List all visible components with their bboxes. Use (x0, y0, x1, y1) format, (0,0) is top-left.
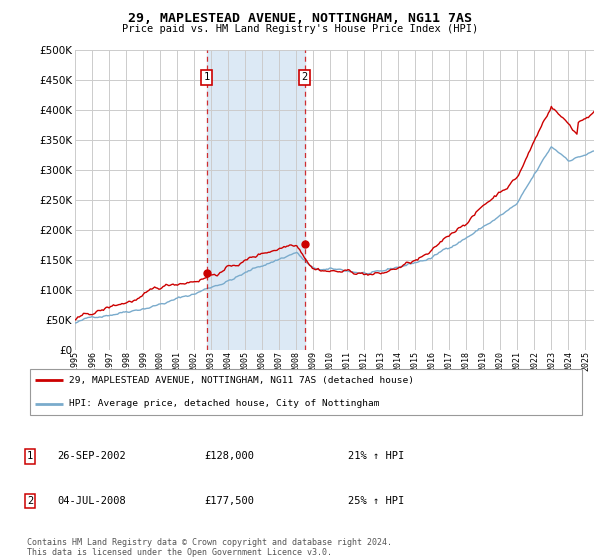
Text: Price paid vs. HM Land Registry's House Price Index (HPI): Price paid vs. HM Land Registry's House … (122, 24, 478, 34)
Text: Contains HM Land Registry data © Crown copyright and database right 2024.
This d: Contains HM Land Registry data © Crown c… (27, 538, 392, 557)
Text: 29, MAPLESTEAD AVENUE, NOTTINGHAM, NG11 7AS: 29, MAPLESTEAD AVENUE, NOTTINGHAM, NG11 … (128, 12, 472, 25)
Text: 26-SEP-2002: 26-SEP-2002 (57, 451, 126, 461)
Text: 29, MAPLESTEAD AVENUE, NOTTINGHAM, NG11 7AS (detached house): 29, MAPLESTEAD AVENUE, NOTTINGHAM, NG11 … (69, 376, 414, 385)
Text: £177,500: £177,500 (204, 496, 254, 506)
FancyBboxPatch shape (30, 370, 582, 414)
Text: 2: 2 (302, 72, 308, 82)
Text: 21% ↑ HPI: 21% ↑ HPI (348, 451, 404, 461)
Text: 1: 1 (203, 72, 209, 82)
Text: 1: 1 (27, 451, 33, 461)
Text: 2: 2 (27, 496, 33, 506)
Text: HPI: Average price, detached house, City of Nottingham: HPI: Average price, detached house, City… (69, 399, 379, 408)
Text: 25% ↑ HPI: 25% ↑ HPI (348, 496, 404, 506)
Text: 04-JUL-2008: 04-JUL-2008 (57, 496, 126, 506)
Bar (206, 50, 305, 350)
Text: £128,000: £128,000 (204, 451, 254, 461)
